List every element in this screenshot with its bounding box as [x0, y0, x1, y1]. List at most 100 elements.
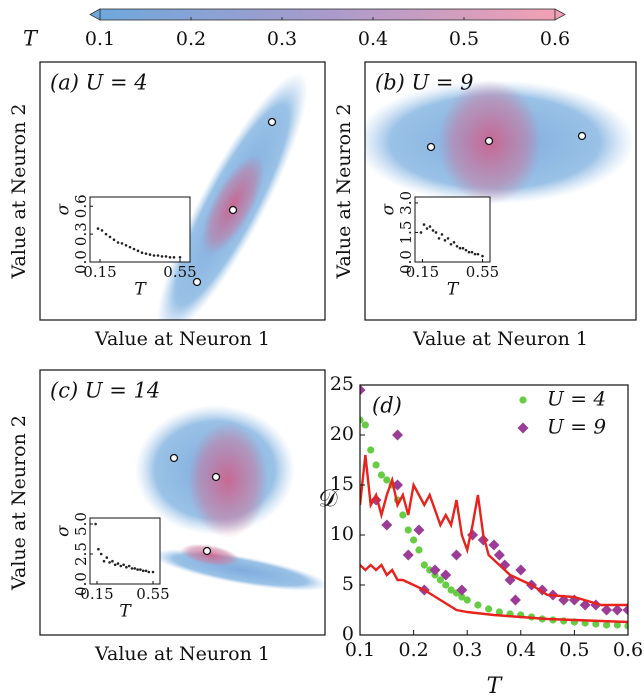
- legend-marker: [517, 422, 529, 434]
- inset-point: [116, 562, 120, 565]
- inset-y-tick-label: 1.5: [397, 221, 415, 245]
- panel-label: (a) U = 4: [50, 71, 148, 95]
- data-point: [495, 608, 503, 616]
- data-point: [429, 564, 441, 576]
- inset-x-tick-label: 0.55: [466, 263, 499, 281]
- panel-label: (c) U = 14: [50, 379, 160, 403]
- data-point: [392, 429, 404, 441]
- colorbar-extend: [554, 8, 566, 21]
- colorbar: [99, 8, 556, 21]
- data-point: [377, 471, 386, 479]
- data-point: [367, 446, 375, 454]
- data-point: [442, 581, 450, 589]
- data-point: [383, 476, 391, 484]
- inset-x-tick-label: 0.55: [163, 263, 196, 281]
- inset-point: [419, 231, 423, 234]
- inset-y-tick-label: 2.5: [72, 542, 90, 566]
- inset-point: [122, 563, 125, 567]
- x-axis-label: Value at Neuron 1: [412, 328, 588, 350]
- inset-y-tick-label: 0.0: [72, 250, 90, 274]
- inset-point: [112, 238, 116, 242]
- inset-point: [132, 247, 136, 251]
- data-point: [602, 621, 611, 629]
- point-cloud: [201, 155, 265, 255]
- inset-point: [443, 239, 447, 242]
- inset-point: [164, 255, 168, 258]
- colorbar-tick-label: 0.2: [176, 28, 206, 50]
- inset-point: [437, 237, 441, 240]
- inset-point: [452, 241, 456, 244]
- inset-point: [473, 252, 477, 256]
- inset-point: [151, 570, 155, 574]
- data-point: [413, 524, 425, 536]
- data-point: [488, 539, 500, 551]
- y-tick-label: 10: [330, 523, 354, 545]
- inset-point: [455, 244, 459, 248]
- data-point: [436, 576, 444, 584]
- x-tick-label: 0.2: [398, 639, 428, 661]
- inset-point: [128, 245, 132, 249]
- data-point: [361, 421, 369, 429]
- data-point: [509, 594, 521, 606]
- y-tick-label: 25: [330, 373, 354, 395]
- inset-point: [100, 229, 104, 232]
- inset-point: [102, 559, 106, 563]
- data-point: [415, 546, 423, 554]
- data-point: [402, 549, 414, 561]
- point-cloud: [188, 422, 268, 538]
- inset-point: [130, 567, 134, 570]
- inset-point: [425, 227, 429, 230]
- highlight-point: [426, 142, 436, 152]
- inset-point: [108, 561, 111, 564]
- inset-point: [481, 254, 484, 258]
- data-point: [456, 584, 468, 596]
- inset-point: [440, 233, 444, 236]
- inset-point: [446, 237, 450, 240]
- data-point: [601, 604, 613, 616]
- inset-point: [116, 241, 120, 244]
- data-point: [611, 604, 623, 616]
- inset-point: [136, 568, 139, 571]
- point-cloud: [180, 543, 240, 567]
- inset-x-label: T: [447, 280, 460, 300]
- colorbar-tick-label: 0.5: [449, 28, 479, 50]
- inset-point: [127, 564, 131, 568]
- inset-point: [168, 256, 172, 259]
- inset-point: [111, 559, 114, 563]
- inset-x-label: T: [119, 602, 132, 622]
- legend-label: U = 9: [547, 415, 606, 439]
- data-point: [613, 621, 621, 629]
- inset-point: [133, 567, 137, 570]
- colorbar-tick-label: 0.1: [85, 28, 115, 50]
- inset-point: [140, 251, 144, 255]
- y-axis-label: Value at Neuron 2: [8, 104, 30, 280]
- inset-point: [148, 253, 152, 256]
- inset-point: [434, 231, 438, 234]
- curve: [360, 454, 628, 607]
- inset-point: [120, 242, 124, 245]
- colorbar-tick-label: 0.4: [358, 28, 388, 50]
- panel-frame: [39, 369, 326, 636]
- panel-frame: [364, 61, 637, 321]
- highlight-point: [228, 205, 238, 215]
- y-tick-label: 20: [330, 423, 354, 445]
- cloud-panel: [156, 71, 308, 320]
- data-point: [404, 526, 412, 534]
- inset-point: [458, 246, 462, 250]
- x-tick-label: 0.6: [613, 639, 643, 661]
- inset-x-label: T: [134, 280, 147, 300]
- inset-point: [461, 246, 465, 250]
- inset-point: [160, 255, 164, 258]
- data-point: [450, 549, 462, 561]
- colorbar-extend: [89, 8, 101, 21]
- data-point: [420, 561, 428, 569]
- inset-point: [105, 556, 109, 559]
- x-tick-label: 0.1: [345, 639, 375, 661]
- y-tick-label: 0: [342, 623, 354, 645]
- inset-point: [470, 250, 474, 254]
- inset-point: [139, 568, 142, 571]
- inset-y-tick-label: 0.3: [72, 222, 90, 246]
- data-point: [410, 536, 418, 544]
- colorbar-label: T: [23, 27, 39, 51]
